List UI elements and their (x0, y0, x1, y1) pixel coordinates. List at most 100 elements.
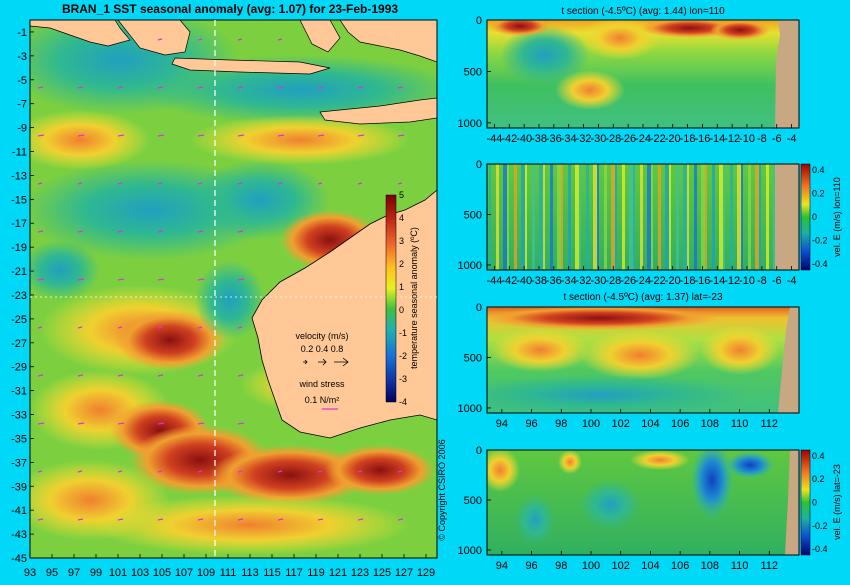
sst-colorbar-tick: -3 (399, 374, 407, 384)
wind-arrow (157, 518, 164, 521)
anomaly-warm-west (30, 110, 150, 170)
section-x-tick-label: 94 (496, 560, 508, 572)
wind-legend-value: 0.1 N/m² (305, 395, 340, 405)
velocity-colorbar-tick: 0.4 (812, 165, 825, 175)
wind-arrow (77, 134, 85, 137)
wind-arrow (37, 422, 45, 425)
wind-arrow (197, 278, 205, 281)
wind-arrow (197, 326, 203, 329)
lon-tick-label: 109 (197, 567, 215, 579)
velocity-stripe (597, 164, 599, 270)
wind-arrow (197, 230, 204, 233)
velocity-stripe (719, 164, 723, 270)
wind-arrow (237, 326, 243, 329)
panel4-section (487, 450, 799, 555)
velocity-stripe (640, 164, 643, 270)
section-x-tick-label: -42 (501, 275, 517, 287)
lon-tick-label: 115 (263, 567, 281, 579)
section-x-tick-label: 96 (525, 560, 537, 572)
velocity-stripe (496, 164, 499, 270)
panel4-cool-2 (580, 480, 640, 530)
panel3-warm-3 (700, 325, 780, 375)
lat-tick-label: -45 (11, 553, 27, 565)
velocity-stripe (575, 164, 579, 270)
velocity-colorbar-tick: 0.2 (812, 188, 825, 198)
land-new-guinea (339, 20, 437, 63)
wind-arrow (357, 518, 364, 521)
wind-arrow (237, 374, 244, 377)
wind-arrow (197, 182, 203, 185)
velocity-stripe (539, 164, 543, 270)
velocity-colorbar-tick: 0 (812, 498, 817, 508)
lat-tick-label: -1 (17, 27, 27, 39)
wind-arrow (237, 518, 244, 521)
panel2-x-ticks: -44-42-40-38-36-34-32-30-28-26-24-22-20-… (486, 266, 796, 287)
anomaly-warm-timor (190, 115, 410, 165)
copyright: © Copyright CSIRO 2006 (437, 439, 447, 540)
sst-colorbar-ticks: 5 4 3 2 1 0 -1 -2 -3 -4 (399, 190, 407, 407)
wind-arrow (317, 518, 324, 521)
anomaly-warm-bottom (90, 495, 410, 555)
wind-arrow (37, 278, 45, 281)
wind-arrow (157, 470, 163, 473)
wind-arrow (237, 230, 244, 233)
velocity-stripe (622, 164, 625, 270)
panel3-land (778, 307, 799, 413)
land-sumatra (30, 20, 131, 47)
lat-tick-label: -39 (11, 481, 27, 493)
velocity-stripe (683, 164, 687, 270)
lat-tick-label: -13 (11, 170, 27, 182)
anomaly-cool-leeuwin (195, 260, 265, 340)
velocity-stripe (525, 164, 527, 270)
sst-colorbar-tick: 4 (399, 213, 404, 223)
panel3-warm-1 (490, 328, 590, 372)
section-x-tick-label: -26 (620, 133, 636, 145)
land-nusa-tenggara (319, 97, 437, 125)
velocity-stripe (586, 164, 589, 270)
depth-tick-label: 500 (464, 495, 482, 507)
wind-arrow (77, 422, 85, 425)
sst-colorbar (385, 194, 397, 403)
panel3-title: t section (-4.5ºC) (avg: 1.37) lat=-23 (564, 292, 723, 303)
wind-arrow (117, 374, 124, 377)
lon-tick-label: 101 (109, 567, 127, 579)
lon-tick-label: 93 (24, 567, 36, 579)
section-x-tick-label: -40 (516, 275, 532, 287)
map-lat-ticks: -1 -3 -5 -7 -9 -11 -13 -15 -17 -19 -21 -23 -25 -27 -29… (11, 27, 34, 565)
wind-arrow (397, 182, 403, 185)
depth-tick-label: 1000 (458, 260, 482, 272)
panel3-frame (486, 306, 800, 414)
section-x-tick-label: 100 (582, 418, 600, 430)
panel1-hot-surface3 (710, 20, 770, 40)
lon-tick-label: 99 (90, 567, 102, 579)
panel2-section (487, 164, 799, 270)
velocity-colorbar-tick: 0.4 (812, 451, 825, 461)
lon-tick-label: 97 (68, 567, 80, 579)
wind-arrow (157, 326, 163, 329)
velocity-stripe (557, 164, 561, 270)
section-x-tick-label: -24 (635, 133, 651, 145)
velocity-legend-title: velocity (m/s) (295, 331, 348, 341)
section-x-tick-label: -10 (739, 133, 755, 145)
section-x-tick-label: -4 (787, 275, 797, 287)
section-x-tick-label: -28 (605, 133, 621, 145)
panel3-x-ticks: 94 96 98 100 102 104 106 108 110 112 (496, 409, 778, 430)
wind-arrow (237, 38, 243, 41)
wind-arrow (157, 230, 164, 233)
lon-tick-label: 123 (351, 567, 369, 579)
section-x-tick-label: -26 (620, 275, 636, 287)
sst-colorbar-tick: 3 (399, 236, 404, 246)
lat-tick-label: -11 (12, 147, 27, 159)
velocity-stripe (593, 164, 597, 270)
lat-tick-label: -25 (11, 314, 27, 326)
velocity-colorbar-tick: -0.2 (812, 236, 828, 246)
section-x-tick-label: -24 (635, 275, 651, 287)
velocity-stripe (579, 164, 581, 270)
section-x-tick-label: -38 (531, 275, 547, 287)
wind-arrow (37, 182, 43, 185)
lon-tick-label: 95 (46, 567, 58, 579)
velocity-colorbar-tick: 0 (812, 212, 817, 222)
section-x-tick-label: 108 (701, 418, 719, 430)
panel2-colorbar-label: vel. E (m/s) lon=110 (832, 177, 842, 257)
wind-arrow (397, 470, 403, 473)
